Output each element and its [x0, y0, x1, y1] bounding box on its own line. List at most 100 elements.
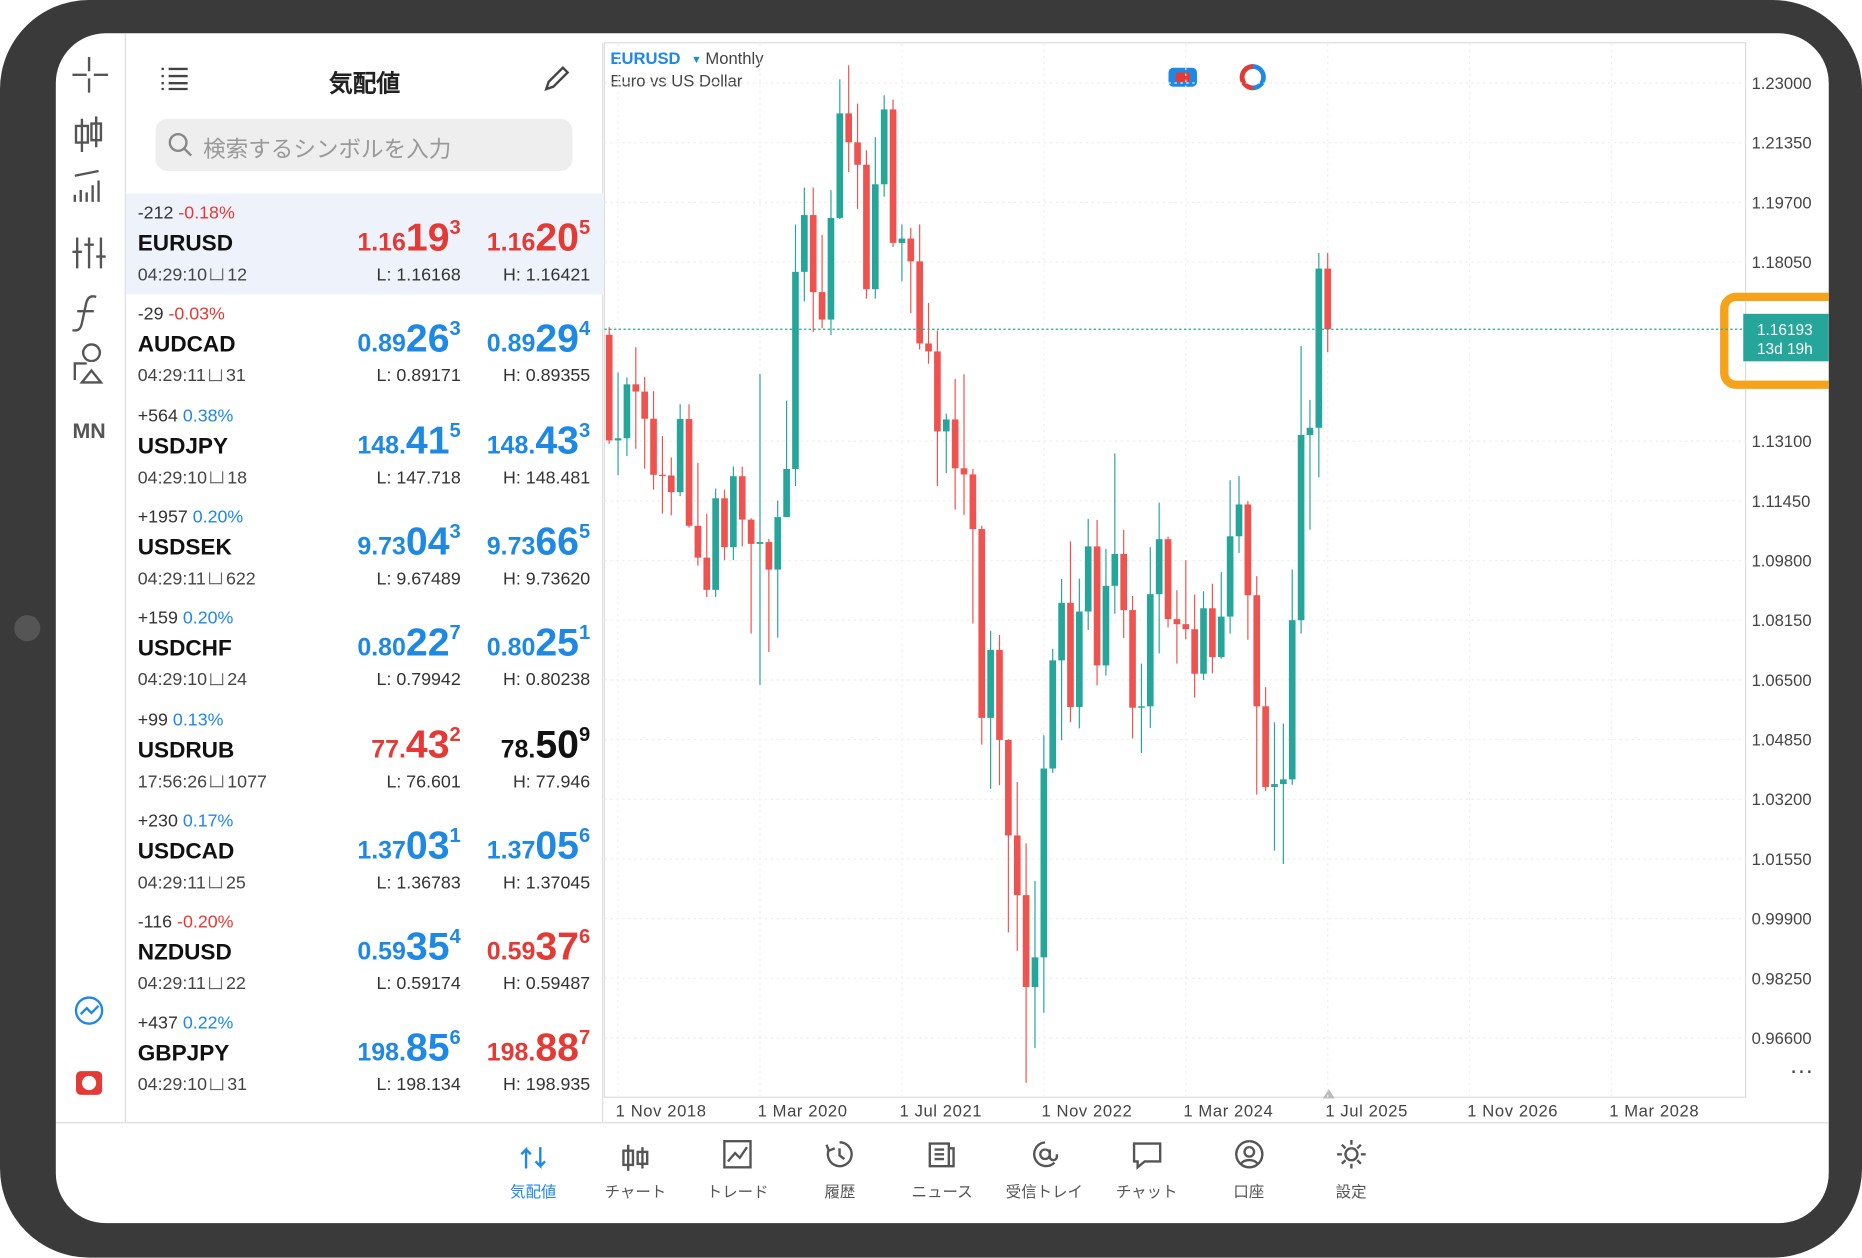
time: 04:29:11 31	[138, 366, 246, 386]
function-icon[interactable]	[72, 295, 97, 332]
change-points: +564	[137, 405, 178, 426]
candle-body	[942, 419, 950, 432]
price: 1.16205	[487, 215, 590, 260]
price-part: 4	[449, 925, 461, 948]
tab-label[interactable]: チャット	[1115, 1182, 1178, 1201]
search-box[interactable]: 検索するシンボルを入力	[155, 118, 573, 171]
tab-icon-path	[622, 1144, 649, 1171]
tab-icon[interactable]	[1028, 1138, 1061, 1171]
price-part: 2	[449, 722, 461, 746]
candle-body	[1315, 268, 1323, 428]
spread: 18	[227, 467, 248, 488]
price: 198.887	[487, 1025, 590, 1070]
price-part: 9.73	[486, 533, 536, 561]
y-tick-label: 0.96600	[1752, 1029, 1812, 1048]
price-part: 26	[405, 316, 450, 361]
change-points: +159	[137, 608, 178, 629]
quote-time: 04:29:10	[137, 467, 208, 488]
chart-header-icons	[1168, 64, 1266, 91]
tab-icon[interactable]	[1232, 1138, 1265, 1171]
tab-label[interactable]: トレード	[706, 1182, 769, 1201]
candle-body	[792, 271, 799, 469]
objects-icon[interactable]	[73, 343, 104, 384]
candle-icon[interactable]	[74, 116, 103, 152]
tab-label[interactable]: 受信トレイ	[1005, 1182, 1083, 1201]
candle-body	[854, 142, 861, 165]
candle-body	[1040, 768, 1048, 958]
candle-body	[1058, 602, 1065, 661]
change-points: +1957	[137, 506, 188, 528]
price: 77.432	[371, 721, 461, 766]
high: H: 0.59487	[503, 973, 591, 995]
tab-label[interactable]: チャート	[604, 1182, 667, 1201]
tab-icon[interactable]	[721, 1138, 754, 1171]
price-part: 9	[578, 722, 591, 746]
list-icon[interactable]	[160, 67, 189, 91]
analytics-icon[interactable]	[74, 996, 104, 1025]
quote-row[interactable]: -29 -0.03% AUDCAD 04:29:11 31 0.89263 0.89294…	[126, 295, 603, 396]
quote-row[interactable]: +230 0.17% USDCAD 04:29:11 25 1.37031 1.37056…	[126, 801, 603, 902]
tab-label[interactable]: ニュース	[911, 1182, 973, 1201]
quote-row[interactable]: +1957 0.20% USDSEK 04:29:11 622 9.73043 9.736…	[126, 497, 603, 598]
quote-row[interactable]: +99 0.13% USDRUB 17:56:26 1077 77.432 78.509 L…	[126, 700, 603, 801]
tab-icon-path	[929, 1142, 956, 1168]
candle-body	[916, 261, 923, 344]
tab-icon[interactable]	[823, 1138, 856, 1171]
change: -212 -0.18%	[138, 203, 235, 223]
high: H: 0.80238	[503, 669, 591, 691]
candle-body	[1031, 957, 1039, 988]
tab-icon[interactable]	[1130, 1138, 1163, 1171]
settings-icon[interactable]	[72, 237, 106, 269]
quote-row[interactable]: -116 -0.20% NZDUSD 04:29:11 22 0.59354 0.5937…	[126, 903, 603, 1004]
change-percent: 0.20%	[182, 608, 234, 629]
time: 04:29:10 31	[138, 1075, 247, 1095]
tab-icon[interactable]	[619, 1138, 652, 1171]
spread: 1077	[227, 771, 267, 792]
tab-label[interactable]: 気配値	[510, 1182, 557, 1201]
crosshair-icon[interactable]	[72, 57, 109, 93]
candle-body	[1244, 504, 1252, 596]
tab-label[interactable]: 設定	[1335, 1182, 1367, 1201]
tab-icon[interactable]	[926, 1138, 959, 1171]
quote-row[interactable]: +159 0.20% USDCHF 04:29:10 24 0.80227 0.80251…	[126, 599, 603, 700]
change: -116 -0.20%	[138, 912, 234, 932]
candle-body	[996, 649, 1003, 740]
current-bar-marker	[1322, 1088, 1335, 1099]
candle-body	[1005, 739, 1012, 836]
spread: 25	[225, 872, 246, 893]
price-part: 5	[449, 418, 461, 442]
high: H: 77.946	[512, 771, 591, 792]
candle-body	[1146, 594, 1154, 707]
quote-row[interactable]: +437 0.22% GBPJPY 04:29:10 31 198.856 198.887…	[126, 1004, 603, 1105]
candle-body	[836, 113, 844, 218]
change-points: -116	[137, 912, 173, 933]
mn-label[interactable]: MN	[72, 419, 105, 443]
candle-body	[863, 164, 870, 290]
quote-row[interactable]: +564 0.38% USDJPY 04:29:10 18 148.415 148.433…	[126, 396, 603, 497]
price: 9.73665	[487, 519, 590, 564]
candle-body	[960, 468, 968, 475]
candle-body	[765, 542, 773, 570]
analytics-line	[79, 1004, 100, 1015]
indicator-icon[interactable]	[73, 169, 100, 202]
tab-label[interactable]: 履歴	[824, 1182, 856, 1201]
tab-icon[interactable]	[1335, 1138, 1368, 1171]
tab-icon[interactable]	[517, 1138, 550, 1171]
chart-description: Euro vs US Dollar	[610, 72, 742, 91]
candle-body	[756, 542, 764, 544]
candle-body	[1164, 539, 1172, 620]
more-icon[interactable]: ···	[1790, 1057, 1814, 1084]
search-placeholder: 検索するシンボルを入力	[203, 137, 452, 163]
plot-border	[603, 42, 1747, 1098]
price-part: 6	[449, 1026, 461, 1050]
price-part: 1	[578, 621, 591, 644]
symbol: AUDCAD	[137, 332, 236, 358]
price-part: 7	[449, 621, 461, 644]
tab-label[interactable]: 口座	[1233, 1182, 1265, 1201]
edit-icon[interactable]	[543, 64, 572, 93]
candle-body	[951, 419, 959, 469]
price-part: 3	[449, 519, 461, 543]
quote-row[interactable]: -212 -0.18% EURUSD 04:29:10 12 1.16193 1.1620…	[125, 193, 604, 295]
oneclick-half	[1239, 64, 1254, 91]
